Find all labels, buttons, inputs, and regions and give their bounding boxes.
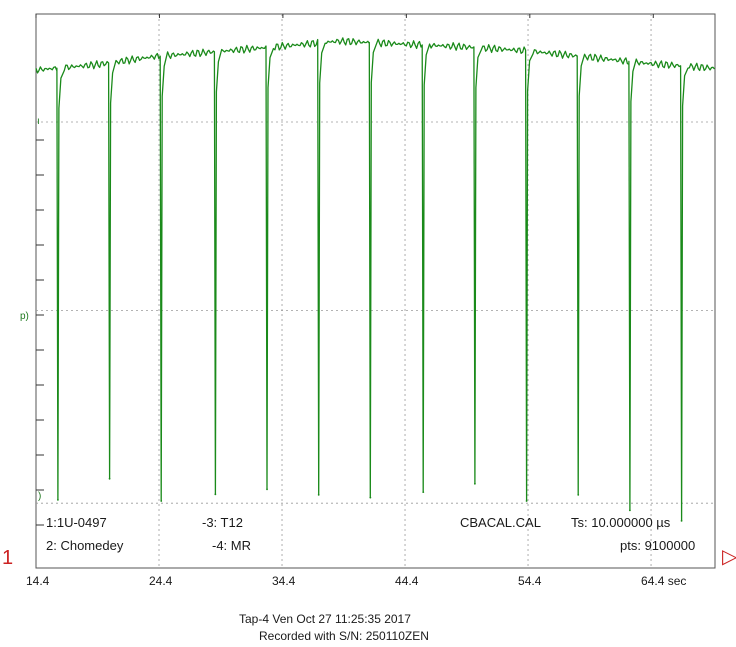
dip-point [266,488,268,491]
left-cursor-marker[interactable]: 1 [2,547,14,569]
dip-point [525,500,528,502]
left-label-bottom: ) [38,491,42,502]
grid [36,14,715,568]
dip-point [577,493,580,496]
channel-4-label: -4: MR [212,538,251,553]
dip-point [628,509,631,512]
dip-point [680,520,683,522]
x-tick-label: 64.4 sec [641,574,687,588]
dip-point [317,493,320,496]
dip-point [160,500,163,502]
plot-frame [35,13,716,569]
serial-number: Recorded with S/N: 250110ZEN [259,629,429,643]
channel-3-label: -3: T12 [202,515,243,530]
points-count-label: pts: 9100000 [620,538,696,553]
x-tick-label: 54.4 [518,574,542,588]
y-tick-marks [35,14,654,526]
dip-point [422,491,425,494]
right-cursor-marker[interactable]: ▷ [722,546,736,568]
sample-period-label: Ts: 10.000000 µs [571,515,671,530]
oscilloscope-chart [35,13,716,569]
dip-point [214,493,217,496]
channel-2-label: 2: Chomedey [46,538,124,553]
channel-1-label: 1:1U-0497 [46,515,107,530]
x-tick-label: 44.4 [395,574,419,588]
dip-point [108,477,111,480]
dip-point [369,496,372,499]
x-tick-label: 34.4 [272,574,296,588]
x-tick-label: 24.4 [149,574,173,588]
dip-point [57,498,59,501]
x-tick-label: 14.4 [26,574,50,588]
recording-info: Tap-4 Ven Oct 27 11:25:35 2017 [239,612,411,626]
dip-point [474,482,476,485]
calibration-file-label: CBACAL.CAL [460,515,541,530]
left-label-top: ı [37,116,40,127]
signal-trace [35,37,715,522]
series-line [35,37,715,522]
left-label-mid: p) [20,311,29,322]
